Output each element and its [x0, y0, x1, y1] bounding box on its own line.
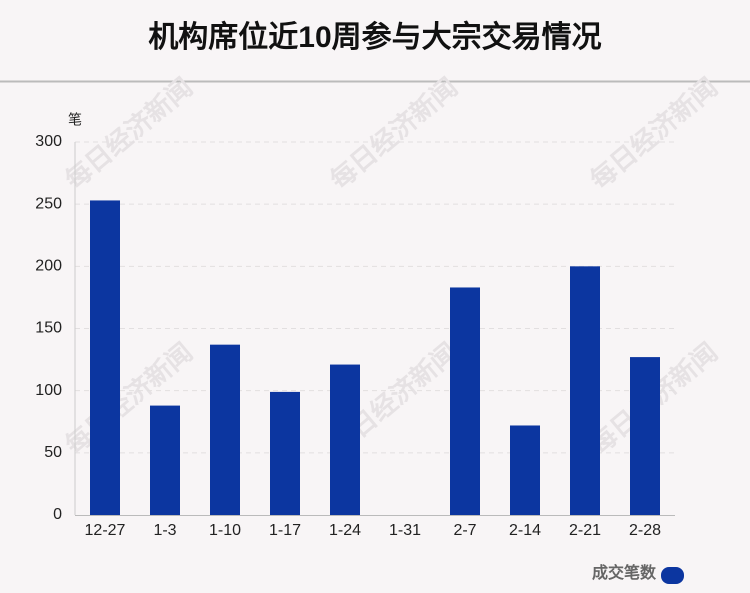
y-tick-label: 200 [35, 258, 62, 275]
x-tick-label: 1-31 [389, 522, 421, 539]
bar [330, 364, 360, 515]
legend-swatch [661, 567, 684, 584]
x-tick-label: 1-3 [153, 522, 176, 539]
legend-label: 成交笔数 [592, 563, 657, 582]
chart-title: 机构席位近10周参与大宗交易情况 [148, 20, 601, 54]
x-tick-label: 2-21 [569, 522, 601, 539]
x-tick-label: 1-17 [269, 522, 301, 539]
bar [630, 357, 660, 515]
bar [570, 266, 600, 515]
x-tick-label: 2-7 [453, 522, 476, 539]
y-tick-label: 50 [44, 444, 62, 461]
x-tick-label: 2-28 [629, 522, 661, 539]
x-tick-label: 1-10 [209, 522, 241, 539]
x-tick-label: 1-24 [329, 522, 361, 539]
bar [150, 405, 180, 515]
y-unit: 笔 [68, 112, 82, 128]
bar [90, 200, 120, 516]
bar [510, 425, 540, 515]
x-tick-label: 2-14 [509, 522, 541, 539]
bar [210, 344, 240, 515]
bar [270, 391, 300, 515]
bar [450, 287, 480, 515]
y-tick-label: 300 [35, 133, 62, 150]
y-tick-label: 250 [35, 195, 62, 212]
y-tick-label: 100 [35, 382, 62, 399]
x-tick-label: 12-27 [85, 522, 126, 539]
y-tick-label: 0 [53, 506, 62, 523]
y-tick-label: 150 [35, 320, 62, 337]
